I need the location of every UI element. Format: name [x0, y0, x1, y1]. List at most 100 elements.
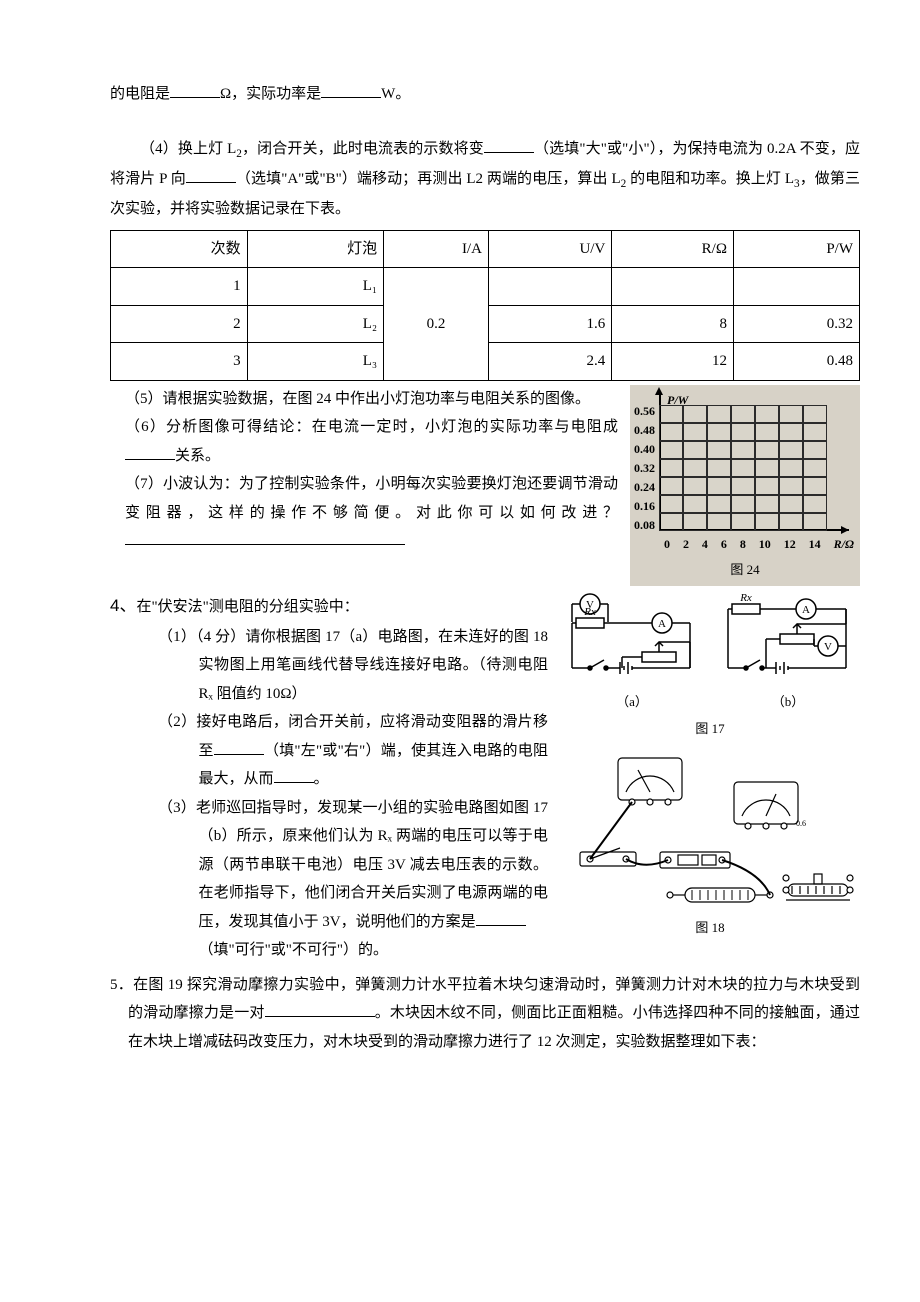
td: 2.4 — [488, 343, 611, 381]
xtick: 0 — [664, 533, 670, 556]
td — [488, 268, 611, 306]
blank-q7 — [125, 529, 405, 545]
text: （4）换上灯 L — [140, 141, 236, 157]
blank — [214, 739, 264, 755]
text: （7）小波认为：为了控制实验条件，小明每次实验要换灯泡还要调节滑动变阻器，这样的… — [125, 476, 618, 521]
text: ，闭合开关，此时电流表的示数将变 — [242, 141, 484, 157]
label-a: （a） — [562, 690, 702, 715]
ytick: 0.24 — [634, 481, 655, 493]
q7-paragraph: （7）小波认为：为了控制实验条件，小明每次实验要换灯泡还要调节滑动变阻器，这样的… — [110, 470, 618, 556]
caption-18: 图 18 — [560, 916, 860, 941]
td: 0.48 — [733, 343, 859, 381]
apparatus-icon: 0.6 — [560, 752, 860, 912]
chart-yaxis: 0.56 0.48 0.40 0.32 0.24 0.16 0.08 — [634, 391, 659, 531]
th: I/A — [384, 230, 489, 268]
td-rowspan: 0.2 — [384, 268, 489, 381]
th: R/Ω — [612, 230, 734, 268]
data-table: 次数 灯泡 I/A U/V R/Ω P/W 1 L₁ 0.2 2 L₂ 1.6 … — [110, 230, 860, 381]
apparatus-fig18: 0.6 — [560, 752, 860, 941]
arrow-right-icon — [841, 526, 849, 534]
q4-paragraph: （4）换上灯 L2，闭合开关，此时电流表的示数将变（选填"大"或"小"），为保持… — [110, 135, 860, 224]
svg-text:V: V — [824, 641, 832, 653]
circuit-b-icon: Rx A V — [718, 590, 858, 690]
ytick: 0.48 — [634, 424, 655, 436]
xtick: 2 — [683, 533, 689, 556]
q4-2: （2）接好电路后，闭合开关前，应将滑动变阻器的滑片移至（填"左"或"右"）端，使… — [158, 708, 548, 794]
xtick: 4 — [702, 533, 708, 556]
q4-3: （3）老师巡回指导时，发现某一小组的实验电路图如图 17（b）所示，原来他们认为… — [158, 794, 548, 965]
blank-q4-1 — [484, 137, 534, 153]
svg-text:A: A — [802, 604, 810, 616]
text: 在"伏安法"测电阻的分组实验中： — [136, 599, 358, 615]
chart-xaxis: 0 2 4 6 8 10 12 14 R/Ω — [664, 531, 854, 556]
svg-text:Rx: Rx — [739, 592, 752, 604]
ytick: 0.16 — [634, 500, 655, 512]
td — [612, 268, 734, 306]
ytick: 0.08 — [634, 519, 655, 531]
blank-q4-2 — [186, 167, 236, 183]
td: 3 — [111, 343, 248, 381]
resistance-line: 的电阻是 Ω，实际功率是 W。 — [110, 80, 860, 109]
blank — [476, 910, 526, 926]
th: 次数 — [111, 230, 248, 268]
blank-resistance — [170, 82, 220, 98]
table-row: 1 L₁ 0.2 — [111, 268, 860, 306]
text: 。 — [314, 771, 329, 787]
item-number: （3） — [158, 800, 196, 816]
q4-major-heading: 4、在"伏安法"测电阻的分组实验中： — [110, 590, 548, 622]
text: 的电阻是 — [110, 86, 170, 102]
text: （选填"A"或"B"）端移动；再测出 L2 两端的电压，算出 L — [236, 171, 621, 187]
svg-text:0.6: 0.6 — [796, 819, 806, 828]
q5-paragraph: （5）请根据实验数据，在图 24 中作出小灯泡功率与电阻关系的图像。 — [110, 385, 618, 414]
table-row: 次数 灯泡 I/A U/V R/Ω P/W — [111, 230, 860, 268]
q4-1: （1）（4 分）请你根据图 17（a）电路图，在未连好的图 18 实物图上用笔画… — [158, 623, 548, 709]
blank — [274, 767, 314, 783]
circuit-diagrams: V Rx A — [560, 590, 860, 940]
q5-major: 5．在图 19 探究滑动摩擦力实验中，弹簧测力计水平拉着木块匀速滑动时，弹簧测力… — [110, 971, 860, 1057]
xtick: 12 — [784, 533, 796, 556]
xtick: 8 — [740, 533, 746, 556]
chart-fig24: 0.56 0.48 0.40 0.32 0.24 0.16 0.08 P/W — [630, 385, 860, 586]
blank-power — [321, 82, 381, 98]
text: 关系。 — [175, 448, 220, 464]
td: 12 — [612, 343, 734, 381]
item-number: （1） — [158, 629, 196, 645]
th: 灯泡 — [247, 230, 384, 268]
td: 0.32 — [733, 305, 859, 343]
td: L₃ — [247, 343, 384, 381]
ytick: 0.32 — [634, 462, 655, 474]
xtick: 14 — [809, 533, 821, 556]
ytick: 0.56 — [634, 405, 655, 417]
td — [733, 268, 859, 306]
ytick: 0.40 — [634, 443, 655, 455]
chart-grid — [659, 405, 827, 531]
circuit-a-icon: V Rx A — [562, 590, 702, 690]
td: L₂ — [247, 305, 384, 343]
xtick: 6 — [721, 533, 727, 556]
td: 8 — [612, 305, 734, 343]
item-number: 5． — [110, 977, 133, 993]
td: 2 — [111, 305, 248, 343]
xtick: 10 — [759, 533, 771, 556]
chart-xlabel: R/Ω — [834, 533, 854, 556]
text: （5）请根据实验数据，在图 24 中作出小灯泡功率与电阻关系的图像。 — [125, 391, 590, 407]
td: 1.6 — [488, 305, 611, 343]
label-b: （b） — [718, 690, 858, 715]
blank-q6 — [125, 444, 175, 460]
chart-caption: 图 24 — [634, 558, 856, 583]
td: L₁ — [247, 268, 384, 306]
text: （填"可行"或"不可行"）的。 — [199, 942, 389, 958]
svg-text:Rx: Rx — [583, 606, 596, 618]
caption-17: 图 17 — [560, 717, 860, 742]
text: （6）分析图像可得结论：在电流一定时，小灯泡的实际功率与电阻成 — [125, 419, 618, 435]
th: U/V — [488, 230, 611, 268]
blank — [265, 1001, 375, 1017]
text: Ω，实际功率是 — [220, 86, 321, 102]
svg-text:A: A — [658, 618, 666, 630]
q6-paragraph: （6）分析图像可得结论：在电流一定时，小灯泡的实际功率与电阻成关系。 — [110, 413, 618, 470]
text: 的电阻和功率。换上灯 L — [626, 171, 794, 187]
td: 1 — [111, 268, 248, 306]
text: W。 — [381, 86, 410, 102]
th: P/W — [733, 230, 859, 268]
text: （4 分）请你根据图 17（a）电路图，在未连好的图 18 实物图上用笔画线代替… — [196, 629, 548, 702]
